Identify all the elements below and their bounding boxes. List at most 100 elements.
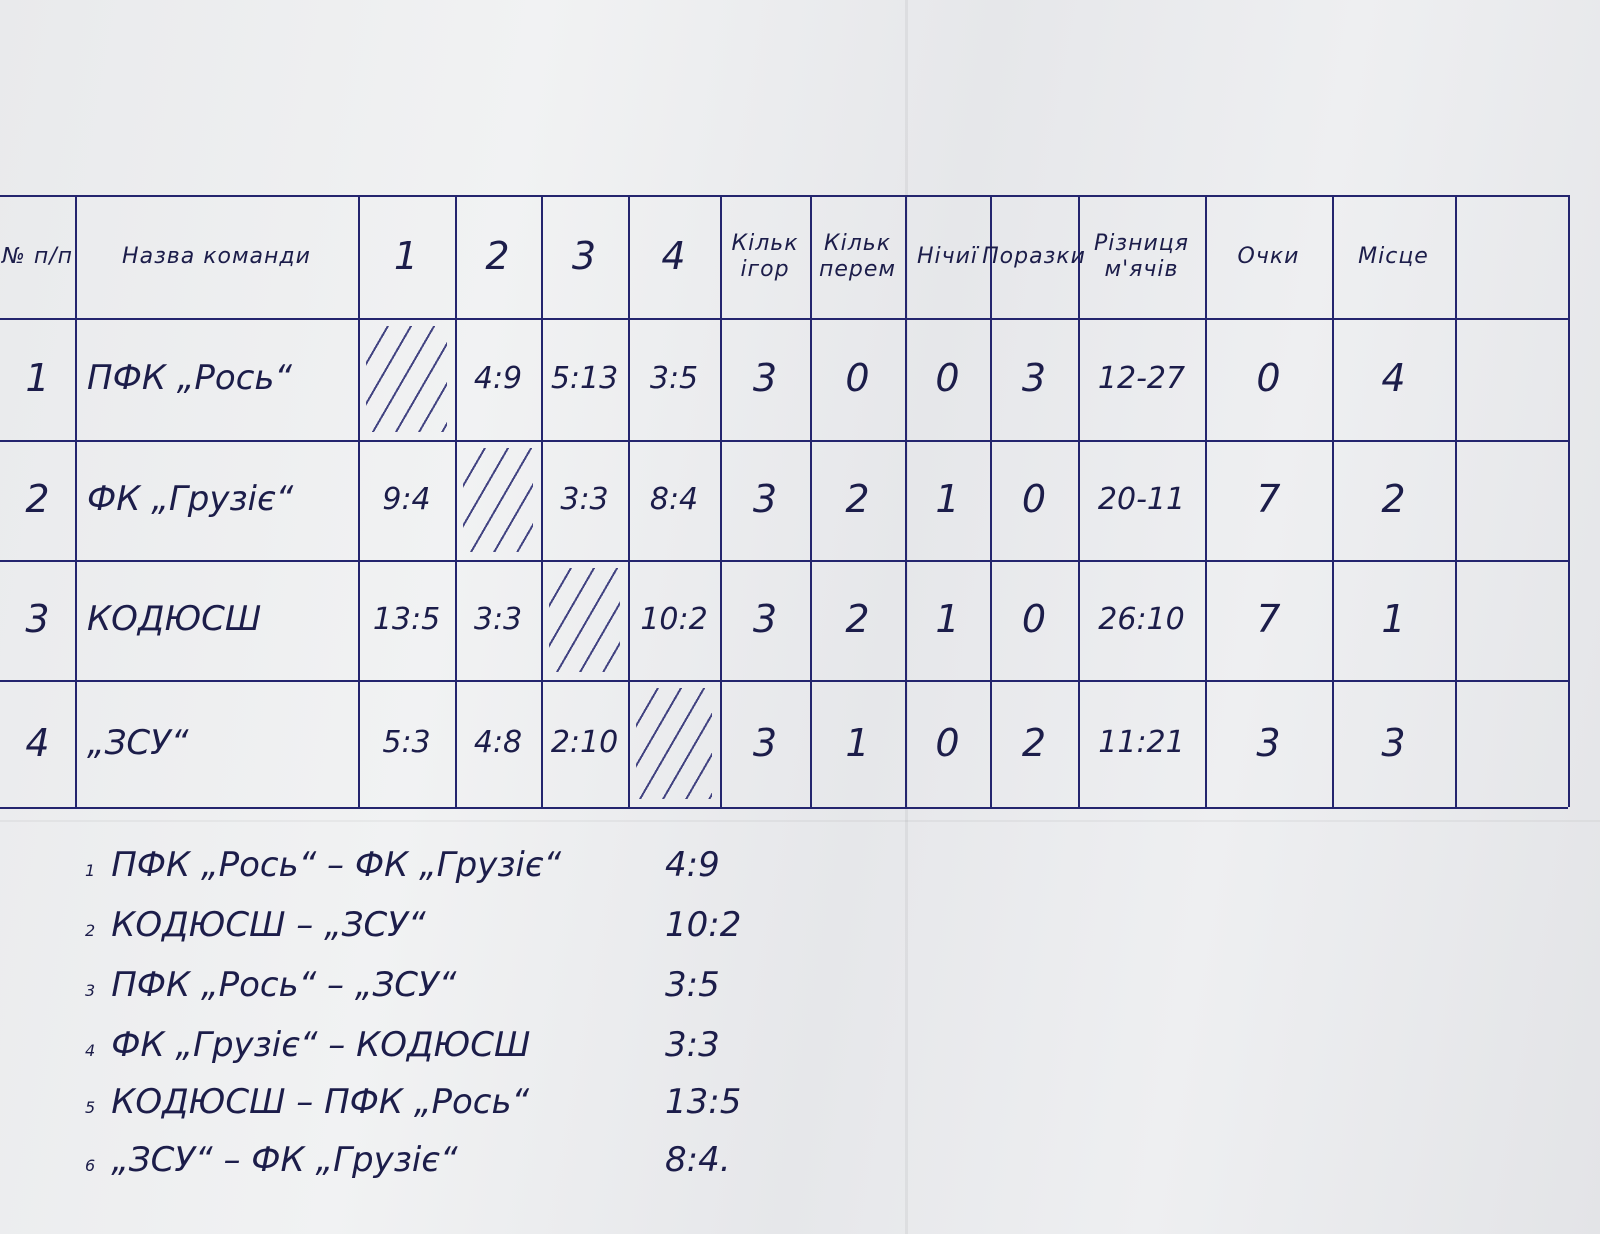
grid-line-horizontal <box>0 195 1568 197</box>
column-header: 2 <box>485 233 511 278</box>
match-number: 4 <box>85 1041 96 1060</box>
cell-no: 3 <box>25 597 50 642</box>
cell-r1: 5:3 <box>382 725 431 761</box>
match-score: 13:5 <box>665 1082 742 1122</box>
match-result: 4 ФК „Грузіє“ – КОДЮСШ 3:3 <box>85 1025 720 1065</box>
cell-team: КОДЮСШ <box>87 599 262 640</box>
hatched-self-match-cell <box>636 688 712 799</box>
cell-r4: 8:4 <box>649 481 699 517</box>
cell-losses: 0 <box>1021 597 1047 642</box>
standings-table: № п/п Назва команди 1 2 3 4 Кільк ігор Кільк пе… <box>0 195 1570 809</box>
column-header: 1 <box>393 233 420 278</box>
column-header: 3 <box>571 233 598 278</box>
column-header: Кільк перем <box>818 231 896 282</box>
cell-losses: 2 <box>1021 720 1047 765</box>
column-header: Різниця м'ячів <box>1094 231 1189 282</box>
cell-r1: 9:4 <box>382 481 431 517</box>
grid-line-vertical <box>628 195 630 807</box>
cell-no: 1 <box>25 356 50 401</box>
column-header: Місце <box>1358 243 1429 269</box>
cell-place: 2 <box>1381 477 1406 522</box>
cell-points: 7 <box>1256 477 1281 522</box>
match-score: 3:5 <box>665 965 720 1005</box>
cell-points: 0 <box>1256 356 1281 401</box>
cell-place: 1 <box>1381 597 1406 642</box>
match-teams: ПФК „Рось“ – ФК „Грузіє“ <box>111 845 562 885</box>
column-header: Нічиї <box>916 243 979 269</box>
match-score: 8:4. <box>665 1140 731 1180</box>
column-header: Назва команди <box>122 243 311 269</box>
match-score: 10:2 <box>665 905 742 945</box>
cell-diff: 26:10 <box>1098 601 1185 637</box>
cell-team: „ЗСУ“ <box>87 722 189 763</box>
cell-wins: 0 <box>845 356 870 401</box>
cell-r2: 3:3 <box>473 601 523 637</box>
grid-line-horizontal <box>0 680 1568 682</box>
cell-diff: 20-11 <box>1097 481 1186 517</box>
match-result: 6 „ЗСУ“ – ФК „Грузіє“ 8:4. <box>85 1140 731 1180</box>
cell-no: 4 <box>25 720 50 765</box>
match-number: 1 <box>85 861 96 880</box>
match-teams: КОДЮСШ – ПФК „Рось“ <box>111 1082 530 1122</box>
cell-games: 3 <box>752 356 778 401</box>
grid-line-vertical <box>455 195 457 807</box>
grid-line-vertical <box>75 195 77 807</box>
match-score: 4:9 <box>665 845 720 885</box>
cell-diff: 11:21 <box>1098 725 1185 761</box>
cell-r4: 10:2 <box>640 601 708 637</box>
cell-team: ПФК „Рось“ <box>87 358 293 399</box>
cell-r1: 13:5 <box>372 601 441 637</box>
cell-draws: 1 <box>935 477 960 522</box>
cell-draws: 0 <box>935 720 960 765</box>
cell-r3: 2:10 <box>550 725 619 761</box>
grid-line-vertical <box>1078 195 1080 807</box>
grid-line-horizontal <box>0 318 1568 320</box>
cell-wins: 1 <box>845 720 870 765</box>
match-number: 2 <box>85 921 96 940</box>
match-number: 3 <box>85 981 96 1000</box>
cell-losses: 0 <box>1021 477 1047 522</box>
hatched-self-match-cell <box>549 568 620 672</box>
cell-r2: 4:9 <box>473 360 523 396</box>
grid-line-vertical <box>905 195 907 807</box>
match-result: 2 КОДЮСШ – „ЗСУ“ 10:2 <box>85 905 741 945</box>
match-teams: КОДЮСШ – „ЗСУ“ <box>111 905 426 945</box>
grid-line-vertical <box>810 195 812 807</box>
grid-line-vertical <box>358 195 360 807</box>
match-result: 3 ПФК „Рось“ – „ЗСУ“ 3:5 <box>85 965 720 1005</box>
grid-line-vertical <box>541 195 543 807</box>
cell-r3: 5:13 <box>550 360 619 396</box>
column-header: № п/п <box>1 243 74 269</box>
cell-points: 7 <box>1256 597 1281 642</box>
cell-r3: 3:3 <box>560 481 609 517</box>
grid-line-vertical <box>1205 195 1207 807</box>
cell-place: 4 <box>1381 356 1406 401</box>
cell-diff: 12-27 <box>1097 360 1186 396</box>
match-result: 1 ПФК „Рось“ – ФК „Грузіє“ 4:9 <box>85 845 720 885</box>
hatched-self-match-cell <box>463 448 533 552</box>
match-teams: ПФК „Рось“ – „ЗСУ“ <box>111 965 457 1005</box>
cell-team: ФК „Грузіє“ <box>87 479 294 520</box>
grid-line-vertical <box>1568 195 1570 807</box>
cell-games: 3 <box>752 720 778 765</box>
cell-games: 3 <box>752 477 778 522</box>
grid-line-vertical <box>1332 195 1334 807</box>
cell-draws: 1 <box>935 597 960 642</box>
column-header: Поразки <box>982 243 1086 269</box>
cell-wins: 2 <box>845 597 870 642</box>
cell-draws: 0 <box>935 356 960 401</box>
match-teams: ФК „Грузіє“ – КОДЮСШ <box>111 1025 531 1065</box>
column-header: Очки <box>1237 243 1300 269</box>
cell-r4: 3:5 <box>649 360 699 396</box>
match-score: 3:3 <box>665 1025 720 1065</box>
cell-r2: 4:8 <box>473 725 523 761</box>
column-header: 4 <box>661 233 687 278</box>
hatched-self-match-cell <box>366 326 447 432</box>
cell-losses: 3 <box>1021 356 1047 401</box>
cell-points: 3 <box>1256 720 1281 765</box>
paper-fold <box>0 820 1600 822</box>
column-header: Кільк ігор <box>731 231 799 282</box>
grid-line-vertical <box>1455 195 1457 807</box>
cell-wins: 2 <box>845 477 870 522</box>
grid-line-horizontal <box>0 440 1568 442</box>
